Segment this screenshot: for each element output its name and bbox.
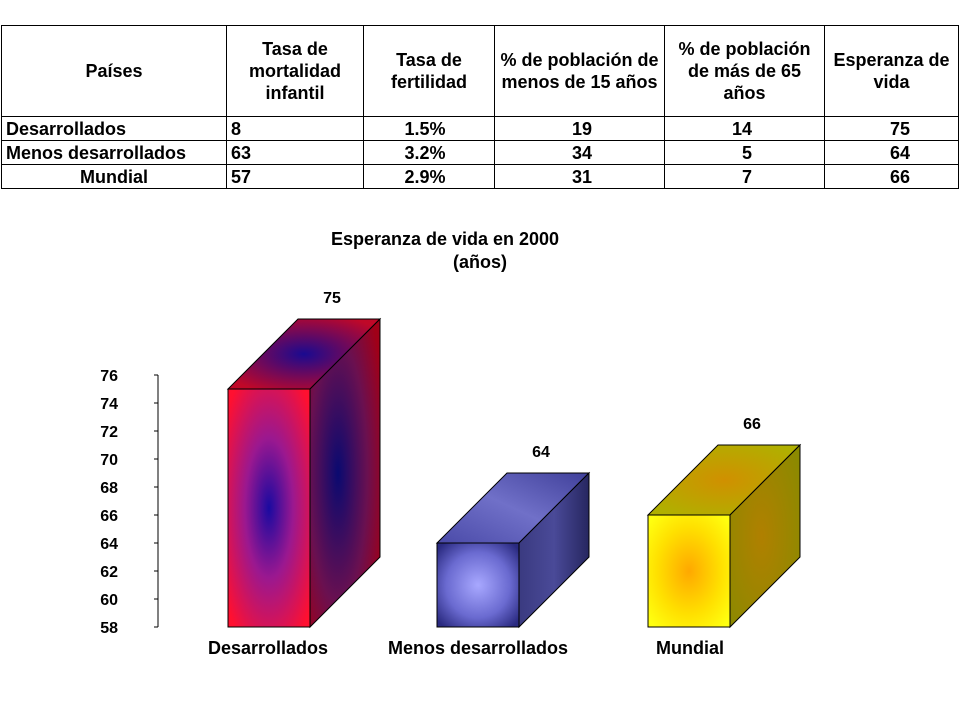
data-label: 66 — [743, 416, 761, 433]
x-tick-label: Menos desarrollados — [388, 638, 568, 658]
header-mas-65: % de población de más de 65 años — [664, 25, 825, 117]
cell-esperanza: 64 — [824, 140, 959, 165]
x-axis-labels: Desarrollados Menos desarrollados Mundial — [208, 638, 724, 658]
y-axis: 58 60 62 64 66 68 70 72 74 76 — [100, 368, 159, 637]
cell-mortalidad: 63 — [226, 140, 364, 165]
cell-menos-15: 19 — [494, 116, 665, 141]
cell-menos-15: 31 — [494, 164, 665, 189]
cell-fertilidad: 1.5% — [363, 116, 495, 141]
chart-subtitle: (años) — [453, 252, 507, 272]
header-esperanza: Esperanza de vida — [824, 25, 959, 117]
y-tick-label: 68 — [100, 480, 118, 497]
y-tick-label: 62 — [100, 564, 118, 581]
x-tick-label: Mundial — [656, 638, 724, 658]
y-tick-label: 76 — [100, 368, 118, 385]
bars-group: 75 64 66 — [226, 290, 802, 629]
y-tick-label: 74 — [100, 396, 118, 413]
data-table: Países Tasa de mortalidad infantil Tasa … — [1, 25, 959, 189]
cell-esperanza: 66 — [824, 164, 959, 189]
row-label: Desarrollados — [1, 116, 227, 141]
row-label: Mundial — [1, 164, 227, 189]
data-label: 75 — [323, 290, 341, 307]
header-fertilidad: Tasa de fertilidad — [363, 25, 495, 117]
cell-menos-15: 34 — [494, 140, 665, 165]
cell-mas-65: 7 — [664, 164, 825, 189]
table-row: Desarrollados 8 1.5% 19 14 75 — [1, 116, 959, 141]
cell-mortalidad: 57 — [226, 164, 364, 189]
y-tick-label: 72 — [100, 424, 118, 441]
bar-1 — [226, 317, 382, 629]
bar-chart: Esperanza de vida en 2000 (años) 58 60 62 6… — [100, 229, 802, 658]
x-tick-label: Desarrollados — [208, 638, 328, 658]
bar-front-face — [436, 542, 520, 628]
header-mortalidad: Tasa de mortalidad infantil — [226, 25, 364, 117]
cell-mas-65: 14 — [664, 116, 825, 141]
y-tick-label: 66 — [100, 508, 118, 525]
cell-esperanza: 75 — [824, 116, 959, 141]
table-header-row: Países Tasa de mortalidad infantil Tasa … — [1, 25, 959, 117]
row-label: Menos desarrollados — [1, 140, 227, 165]
data-label: 64 — [532, 444, 550, 461]
chart-title: Esperanza de vida en 2000 — [331, 229, 559, 249]
cell-fertilidad: 3.2% — [363, 140, 495, 165]
table-row: Menos desarrollados 63 3.2% 34 5 64 — [1, 140, 959, 165]
bar-front-face — [647, 514, 731, 628]
y-tick-label: 60 — [100, 592, 118, 609]
header-paises: Países — [1, 25, 227, 117]
bar-2 — [435, 471, 591, 629]
cell-fertilidad: 2.9% — [363, 164, 495, 189]
y-tick-label: 70 — [100, 452, 118, 469]
cell-mortalidad: 8 — [226, 116, 364, 141]
y-tick-label: 58 — [100, 620, 118, 637]
table-row: Mundial 57 2.9% 31 7 66 — [1, 164, 959, 189]
bar-front-face — [227, 388, 311, 628]
y-tick-label: 64 — [100, 536, 118, 553]
header-menos-15: % de población de menos de 15 años — [494, 25, 665, 117]
cell-mas-65: 5 — [664, 140, 825, 165]
bar-3 — [646, 443, 802, 629]
